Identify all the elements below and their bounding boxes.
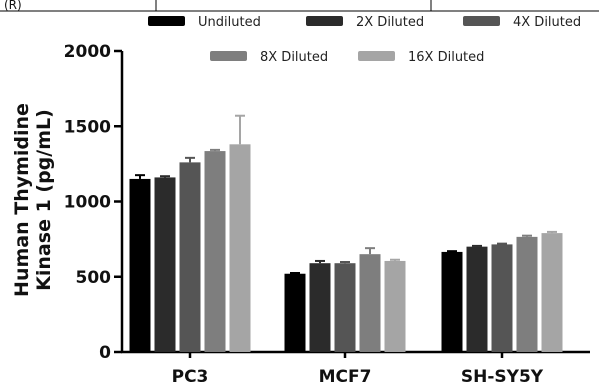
legend-label: 4X Diluted xyxy=(513,15,581,30)
bar xyxy=(334,263,356,352)
y-tick-label: 2000 xyxy=(64,42,111,62)
bar xyxy=(154,177,176,352)
y-axis-label-line-1: Human Thymidine xyxy=(11,103,33,297)
y-tick-label: 1500 xyxy=(64,117,111,137)
y-tick-label: 0 xyxy=(99,343,111,363)
legend-swatch xyxy=(148,16,185,26)
bar xyxy=(179,162,201,352)
legend-label: 2X Diluted xyxy=(356,15,424,30)
header-fragment-text: (R) xyxy=(4,0,22,12)
legend-item: 4X Diluted xyxy=(463,15,581,30)
legend-label: 16X Diluted xyxy=(408,50,484,65)
x-tick-label: PC3 xyxy=(172,367,209,387)
legend-item: 8X Diluted xyxy=(210,50,328,65)
legend-swatch xyxy=(306,16,343,26)
y-tick-label: 500 xyxy=(76,268,112,288)
header-table-fragment: (R) xyxy=(0,0,599,12)
bar xyxy=(229,144,251,352)
bar xyxy=(516,236,538,352)
y-axis-label-line-2: Kinase 1 (pg/mL) xyxy=(33,109,55,291)
bar xyxy=(284,273,306,352)
bar xyxy=(129,178,151,352)
bar xyxy=(491,244,513,352)
x-tick-label: MCF7 xyxy=(319,367,372,387)
bar xyxy=(204,151,226,352)
bar xyxy=(384,260,406,352)
bar xyxy=(441,251,463,352)
legend-label: Undiluted xyxy=(198,15,261,30)
bar xyxy=(309,263,331,352)
legend-item: Undiluted xyxy=(148,15,261,30)
bar xyxy=(466,246,488,352)
legend: Undiluted 2X Diluted 4X Diluted 8X Diluted 1… xyxy=(148,15,581,65)
legend-swatch xyxy=(358,51,395,61)
legend-swatch xyxy=(210,51,247,61)
legend-item: 16X Diluted xyxy=(358,50,484,65)
legend-label: 8X Diluted xyxy=(260,50,328,65)
x-tick-label: SH-SY5Y xyxy=(461,367,544,387)
legend-swatch xyxy=(463,16,500,26)
y-axis-label: Human Thymidine Kinase 1 (pg/mL) xyxy=(11,103,55,297)
y-tick-label: 1000 xyxy=(64,193,111,213)
bar xyxy=(541,233,563,352)
legend-item: 2X Diluted xyxy=(306,15,424,30)
bars xyxy=(129,114,563,352)
bar xyxy=(359,254,381,352)
